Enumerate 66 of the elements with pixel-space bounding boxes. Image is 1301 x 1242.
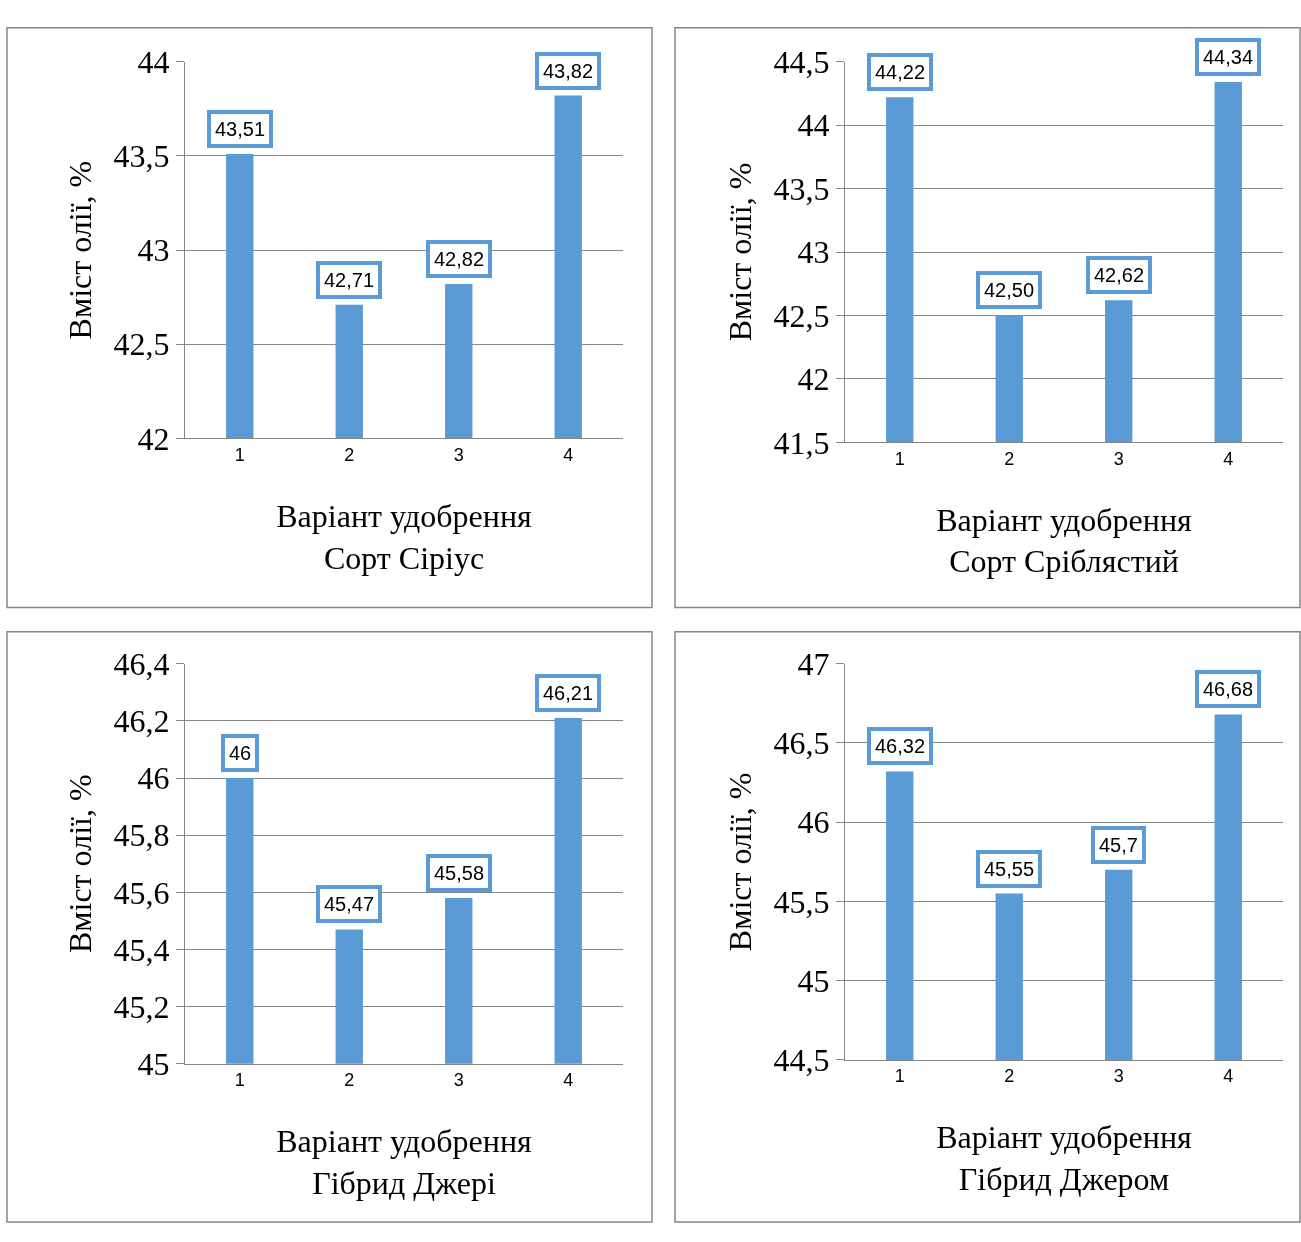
data-label: 42,50 — [984, 279, 1035, 301]
x-tick-label: 2 — [344, 1070, 355, 1091]
data-label: 46 — [229, 742, 252, 764]
x-tick-label: 4 — [1223, 1066, 1234, 1087]
x-tick-label: 2 — [1004, 1066, 1015, 1087]
y-tick-label: 44 — [797, 107, 830, 144]
y-tick-label: 45,8 — [113, 817, 170, 854]
data-label: 44,22 — [875, 61, 926, 83]
y-tick-label: 44 — [137, 43, 170, 80]
data-label: 46,21 — [543, 682, 594, 704]
data-label: 46,32 — [875, 735, 926, 757]
data-label: 45,55 — [984, 858, 1035, 880]
x-axis-title: Варіант удобрення Сорт Сріблястий — [936, 501, 1193, 580]
y-tick-label: 44,5 — [773, 43, 830, 80]
y-tick-label: 45 — [137, 1045, 170, 1082]
y-tick-label: 41,5 — [773, 424, 830, 461]
data-label: 42,71 — [324, 269, 375, 291]
data-label: 45,47 — [324, 893, 375, 915]
x-tick-label: 3 — [453, 445, 464, 466]
y-tick-label: 43,5 — [773, 170, 830, 207]
y-tick-label: 45,2 — [113, 988, 170, 1025]
x-tick-label: 2 — [1004, 448, 1015, 469]
y-tick-label: 46 — [797, 804, 830, 841]
x-tick-label: 1 — [234, 1070, 245, 1091]
y-tick-label: 46 — [137, 760, 170, 797]
data-label: 42,62 — [1094, 264, 1145, 286]
y-tick-label: 42,5 — [113, 326, 170, 363]
x-tick-label: 3 — [453, 1070, 464, 1091]
y-tick-label: 46,4 — [113, 645, 170, 682]
data-label: 45,58 — [434, 862, 485, 884]
x-tick-label: 1 — [894, 448, 905, 469]
y-tick-label: 45,5 — [773, 883, 830, 920]
x-tick-label: 4 — [563, 445, 574, 466]
x-axis-title: Варіант удобрення Гібрид Джері — [276, 1123, 533, 1201]
y-axis-title: Вміст олії, % — [721, 162, 758, 342]
x-tick-label: 4 — [1223, 448, 1234, 469]
data-label: 46,68 — [1203, 678, 1254, 700]
y-tick-label: 47 — [797, 645, 830, 682]
y-tick-label: 46,2 — [113, 703, 170, 740]
data-label: 43,82 — [543, 60, 594, 82]
x-tick-label: 1 — [894, 1066, 905, 1087]
data-label: 43,51 — [215, 118, 266, 140]
y-axis-title: Вміст олії, % — [61, 160, 98, 340]
y-tick-label: 43,5 — [113, 138, 170, 175]
y-axis-title: Вміст олії, % — [61, 774, 98, 954]
x-tick-label: 3 — [1113, 448, 1124, 469]
y-tick-label: 43 — [797, 234, 830, 271]
y-tick-label: 45,4 — [113, 931, 170, 968]
x-tick-label: 3 — [1113, 1066, 1124, 1087]
y-axis-title: Вміст олії, % — [721, 772, 758, 952]
y-tick-label: 46,5 — [773, 725, 830, 762]
y-tick-label: 42 — [137, 420, 170, 457]
x-tick-label: 1 — [234, 445, 245, 466]
y-tick-label: 43 — [137, 232, 170, 269]
data-label: 45,7 — [1099, 834, 1138, 856]
x-axis-title: Варіант удобрення Гібрид Джером — [936, 1119, 1193, 1197]
y-tick-label: 45 — [797, 962, 830, 999]
x-tick-label: 4 — [563, 1070, 574, 1091]
y-tick-label: 42,5 — [773, 297, 830, 334]
y-tick-label: 44,5 — [773, 1042, 830, 1079]
x-axis-title: Варіант удобрення Сорт Сіріус — [276, 497, 533, 576]
data-label: 44,34 — [1203, 46, 1254, 68]
data-label: 42,82 — [434, 248, 485, 270]
x-tick-label: 2 — [344, 445, 355, 466]
y-tick-label: 45,6 — [113, 874, 170, 911]
y-tick-label: 42 — [797, 361, 830, 398]
